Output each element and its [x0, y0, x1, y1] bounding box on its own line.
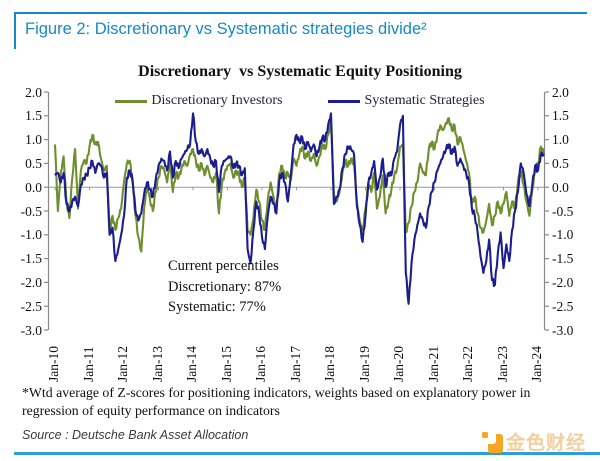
jinse-logo-text: 金色财经 — [505, 433, 586, 454]
legend-item-discretionary: Discretionary Investors — [115, 93, 282, 109]
y-tick-label-left: -2.5 — [20, 298, 42, 314]
y-tick-label-right: 1.0 — [552, 132, 569, 148]
jinse-finance-logo: 金色财经 — [481, 428, 586, 455]
annotation-line-3: Systematic: 77% — [168, 299, 266, 316]
x-tick-label: Jan-14 — [184, 346, 199, 382]
y-tick-label-right: -2.0 — [552, 274, 574, 290]
legend-label-discretionary: Discretionary Investors — [151, 93, 283, 108]
x-tick-label: Jan-23 — [494, 346, 510, 382]
y-tick-label-left: -1.5 — [20, 251, 42, 267]
annotation-line-2: Discretionary: 87% — [168, 278, 282, 295]
y-tick-label-left: 1.5 — [25, 108, 42, 124]
x-tick-label: Jan-24 — [529, 346, 544, 382]
x-tick-label: Jan-19 — [356, 346, 372, 382]
y-tick-label-right: -1.5 — [552, 251, 574, 267]
legend-label-systematic: Systematic Strategies — [364, 93, 485, 108]
x-tick-label: Jan-12 — [115, 346, 130, 382]
footnote: *Wtd average of Z-scores for positioning… — [22, 385, 531, 418]
legend-item-systematic: Systematic Strategies — [328, 93, 485, 109]
bottom-rule — [14, 452, 600, 455]
x-tick-label: Jan-18 — [322, 346, 337, 382]
percentile-annotation: Current percentiles Discretionary: 87% S… — [168, 256, 281, 318]
x-tick-label: Jan-11 — [80, 346, 96, 383]
x-tick-label: Jan-21 — [425, 346, 441, 382]
y-tick-label-left: 0.5 — [25, 155, 42, 171]
x-tick-label: Jan-17 — [287, 346, 303, 382]
chart-legend: Discretionary Investors Systematic Strat… — [60, 93, 540, 109]
y-tick-label-right: 2.0 — [552, 84, 569, 100]
jinse-logo-icon — [481, 431, 503, 453]
y-tick-label-left: 1.0 — [25, 132, 42, 148]
chart-title: Discretionary vs Systematic Equity Posit… — [138, 63, 462, 80]
source-line: Source : Deutsche Bank Asset Allocation — [22, 428, 249, 442]
x-tick-label: Jan-10 — [46, 346, 61, 382]
discretionary-line-swatch — [115, 99, 148, 103]
y-tick-label-right: -2.5 — [552, 298, 574, 314]
x-tick-label: Jan-16 — [253, 346, 268, 382]
line-chart-plot — [44, 91, 549, 331]
systematic-line-swatch — [328, 99, 361, 103]
y-tick-label-left: -1.0 — [20, 227, 42, 243]
y-tick-label-left: 2.0 — [25, 84, 42, 100]
y-tick-label-right: 0.0 — [552, 179, 569, 195]
x-tick-label: Jan-22 — [460, 346, 475, 382]
systematic-line — [54, 112, 545, 305]
y-tick-label-left: -0.5 — [20, 203, 42, 219]
figure-title: Figure 2: Discretionary vs Systematic st… — [25, 20, 427, 38]
y-tick-label-right: -1.0 — [552, 227, 574, 243]
y-tick-label-right: 1.5 — [552, 108, 569, 124]
x-tick-label: Jan-20 — [391, 346, 406, 382]
y-tick-label-right: -0.5 — [552, 203, 574, 219]
y-tick-label-left: 0.0 — [25, 179, 42, 195]
header-left-rule — [14, 12, 16, 49]
y-tick-label-right: -3.0 — [552, 322, 574, 338]
x-tick-label: Jan-15 — [218, 346, 234, 382]
x-tick-label: Jan-13 — [149, 346, 165, 382]
y-tick-label-right: 0.5 — [552, 155, 569, 171]
annotation-line-1: Current percentiles — [168, 258, 279, 274]
discretionary-line — [53, 117, 545, 253]
y-tick-label-left: -2.0 — [20, 274, 42, 290]
header-top-rule — [14, 12, 587, 14]
y-tick-label-left: -3.0 — [20, 322, 42, 338]
